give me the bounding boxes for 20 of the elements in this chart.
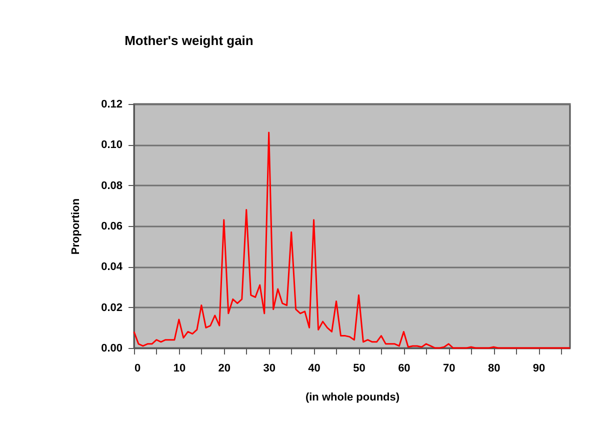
y-tick-label: 0.04 — [101, 261, 124, 274]
x-tick-label: 70 — [443, 362, 456, 374]
x-tick-label: 10 — [173, 362, 186, 374]
y-tick-label: 0.12 — [101, 98, 122, 110]
x-tick-label: 50 — [353, 362, 366, 374]
x-tick-label: 60 — [398, 362, 410, 374]
x-tick-label: 0 — [134, 362, 141, 374]
y-tick-label: 0.10 — [101, 139, 122, 152]
y-tick-label: 0.02 — [101, 302, 122, 314]
x-axis-title: (in whole pounds) — [305, 392, 400, 404]
x-tick-label: 80 — [488, 362, 500, 374]
x-tick-label: 90 — [532, 362, 546, 374]
chart-title: Mother's weight gain — [124, 33, 254, 48]
x-tick-label: 30 — [263, 362, 276, 374]
y-tick-label: 0.00 — [101, 342, 122, 354]
y-tick-label: 0.06 — [101, 220, 122, 232]
y-axis-title: Proportion — [70, 198, 82, 255]
y-tick-label: 0.08 — [101, 180, 122, 192]
x-tick-label: 20 — [218, 362, 231, 374]
x-tick-label: 40 — [308, 362, 320, 374]
